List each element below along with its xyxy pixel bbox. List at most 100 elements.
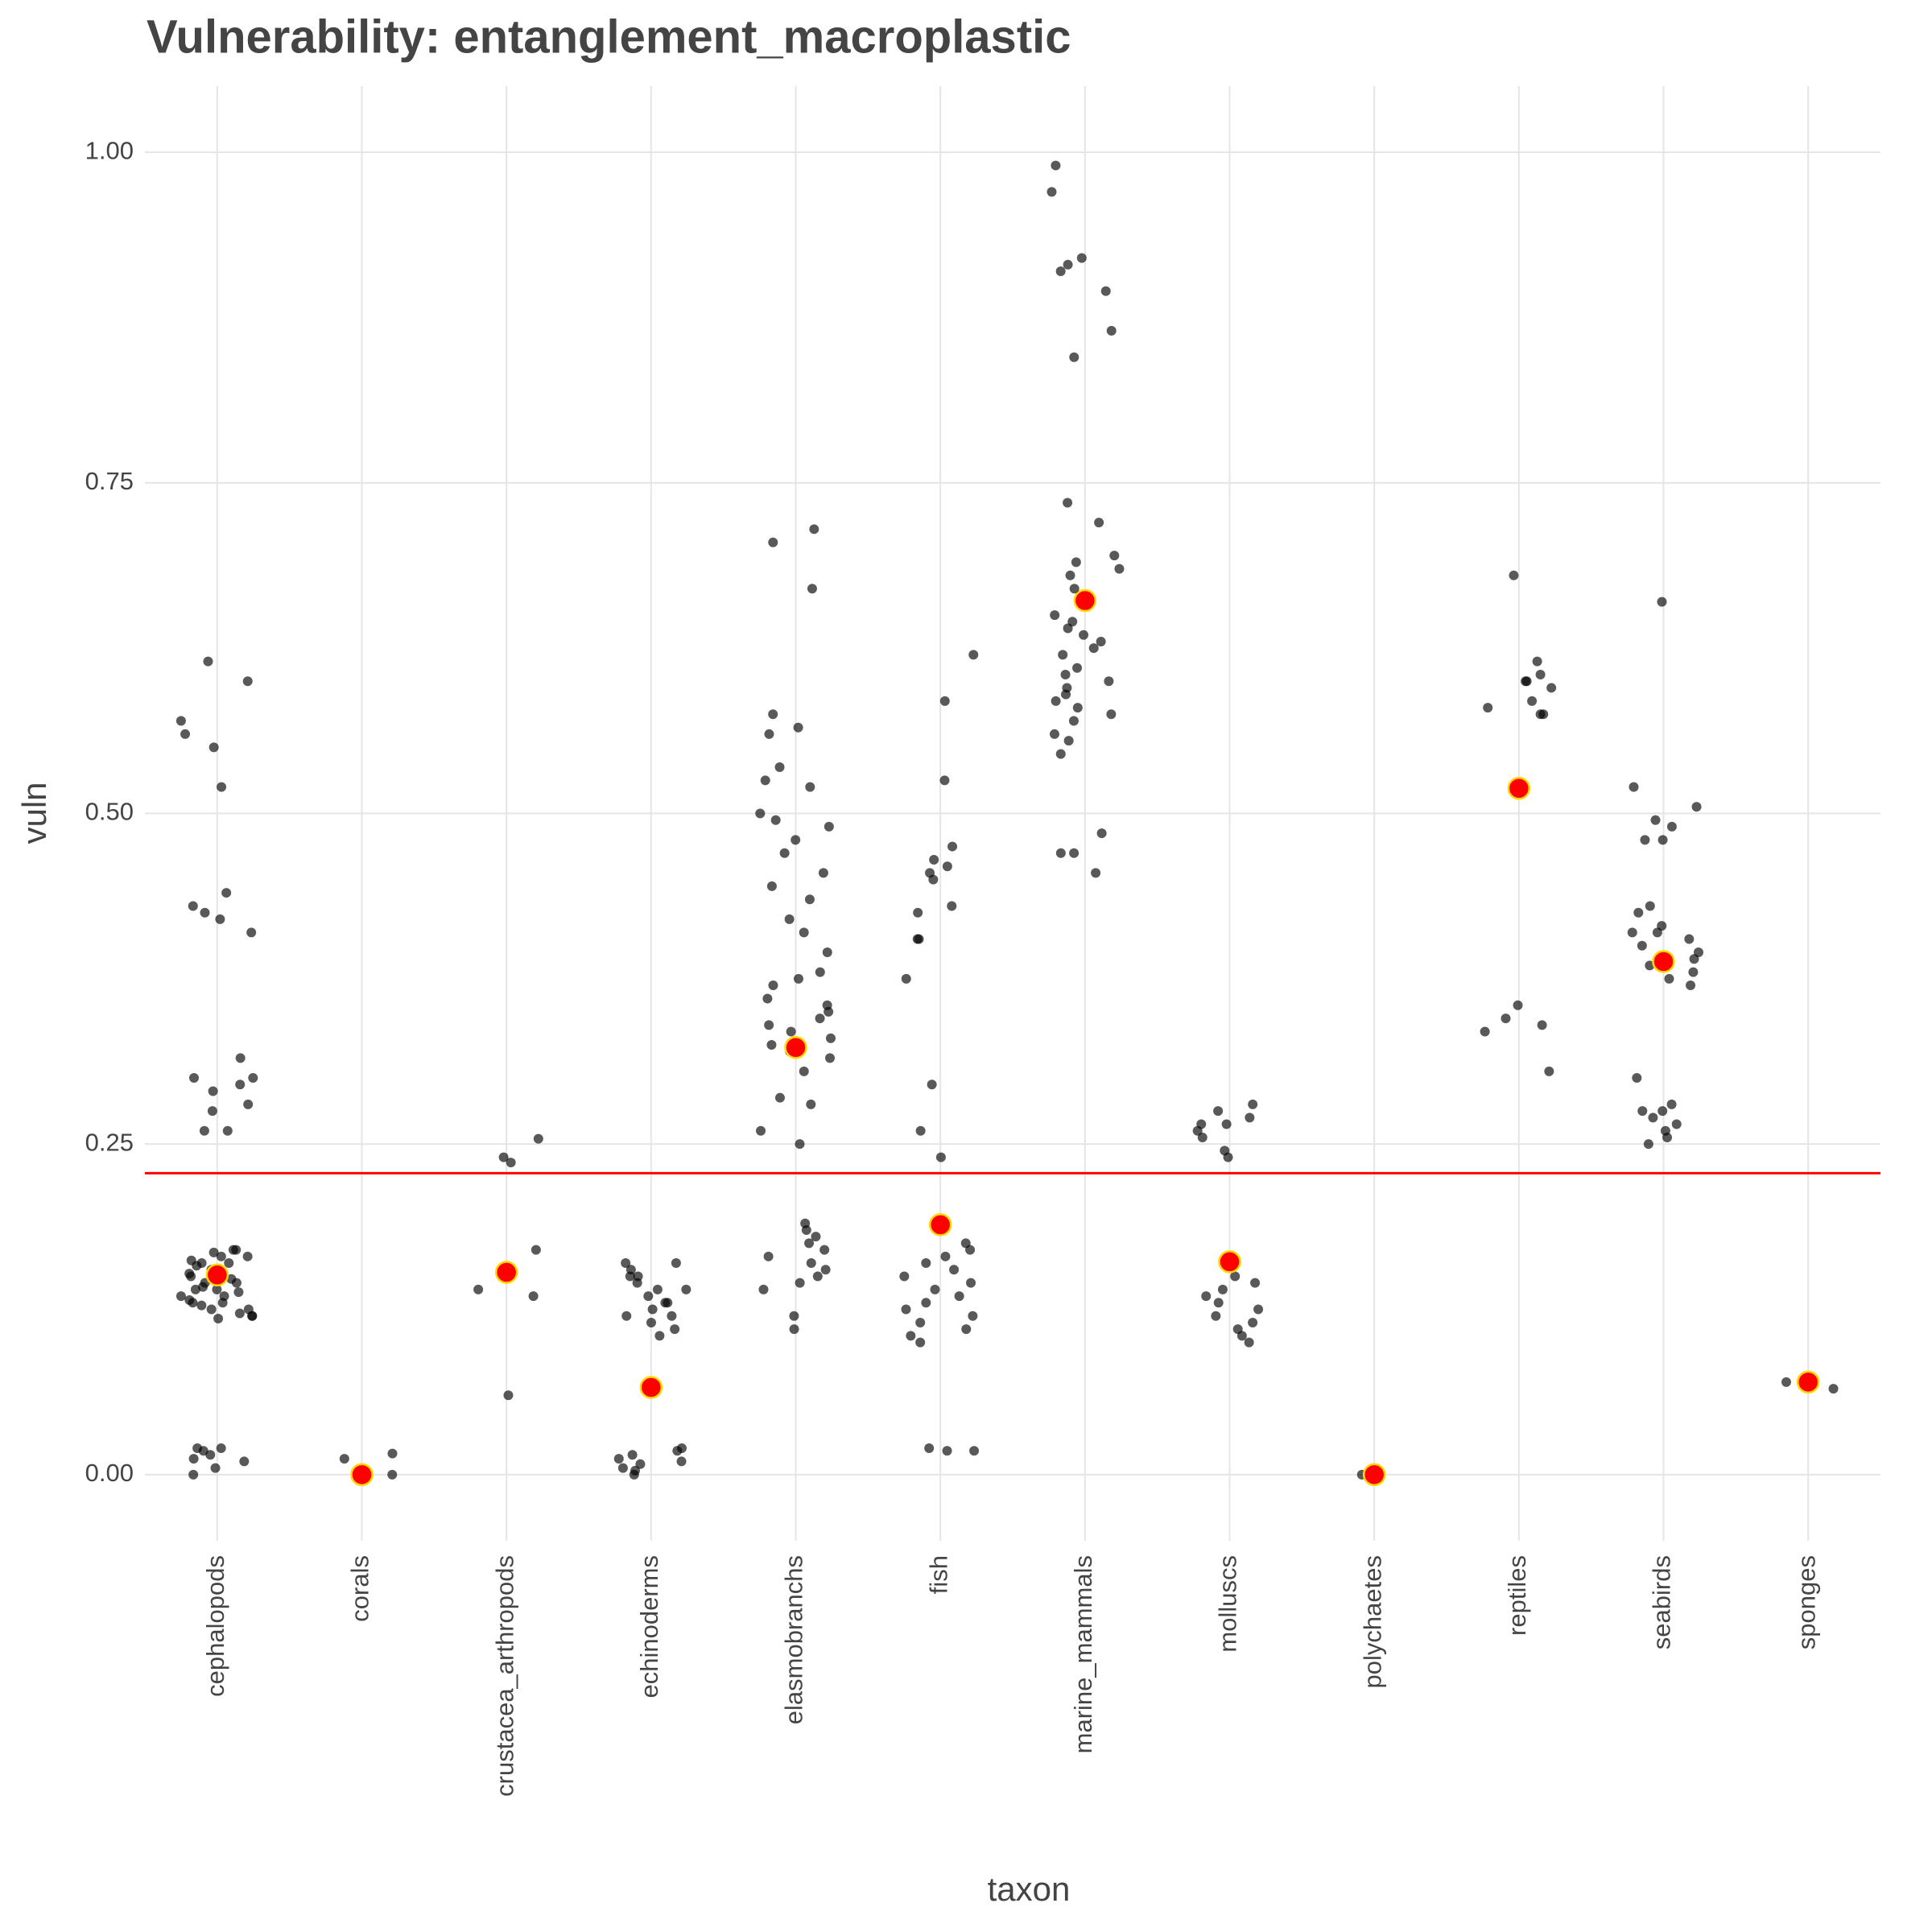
data-point [961,1324,972,1335]
data-point [786,1026,796,1037]
mean-point [1796,1370,1820,1394]
data-point [672,1446,683,1456]
data-point [1055,749,1066,759]
data-point [1648,1113,1658,1123]
data-point [915,1125,926,1136]
data-point [1063,497,1073,508]
y-tick-label: 1.00 [85,136,134,164]
data-point [913,907,923,918]
data-point [1068,716,1079,726]
data-point [825,1053,836,1063]
x-tick-label: sponges [1792,1555,1820,1649]
data-point [806,1099,816,1109]
data-point [799,927,809,938]
data-point [1483,703,1493,713]
mean-point [1218,1250,1241,1274]
data-point [915,1317,926,1327]
data-point [635,1459,646,1469]
data-point [899,1271,910,1282]
data-point [212,1284,222,1294]
mean-point [494,1261,518,1284]
data-point [915,1337,926,1348]
data-point [387,1448,398,1459]
data-point [927,1080,937,1090]
mean-point [1362,1463,1386,1487]
data-point [1046,187,1057,197]
data-point [1055,266,1066,276]
data-point [184,1269,195,1279]
data-point [217,782,227,792]
data-point [1640,835,1650,845]
data-point [1657,835,1668,845]
data-point [1050,610,1060,621]
data-point [1201,1291,1212,1302]
data-point [210,1463,221,1473]
data-point [1104,676,1114,687]
data-point [1069,584,1080,594]
data-point [208,1086,218,1096]
data-point [613,1454,624,1464]
mean-point [1507,777,1531,800]
data-point [901,1304,911,1315]
data-point [652,1284,663,1294]
data-point [969,1446,980,1456]
data-point [1106,325,1117,336]
data-point [766,1039,777,1050]
data-point [1223,1152,1233,1162]
data-point [793,973,803,984]
data-point [928,874,939,885]
data-point [221,888,232,898]
x-tick-label: corals [346,1555,374,1622]
data-point [1072,663,1083,673]
data-point [1521,676,1532,687]
y-tick-label: 0.25 [85,1128,134,1156]
data-point [1245,1113,1255,1123]
data-point [660,1298,671,1308]
data-point [1094,518,1104,528]
y-axis-title: vuln [15,782,53,844]
data-point [533,1133,543,1144]
data-point [198,1282,208,1292]
data-point [806,1258,816,1269]
data-point [1637,1106,1648,1117]
data-point [234,1308,245,1319]
data-point [774,762,785,773]
data-point [681,1284,691,1294]
mean-point [205,1263,229,1287]
data-point [1071,557,1081,568]
data-point [789,1324,799,1335]
data-point [1688,967,1699,977]
data-point [1061,689,1071,700]
data-point [1645,901,1655,911]
data-point [819,1245,830,1255]
data-point [219,1291,229,1302]
data-point [621,1311,632,1321]
data-point [1664,973,1674,984]
data-point [175,1291,186,1302]
data-point [947,901,957,911]
x-tick-label: crustacea_arthropods [490,1555,518,1797]
data-point [1060,670,1071,680]
data-point [818,868,828,878]
data-point [528,1291,539,1302]
chart-title: Vulnerability: entanglement_macroplastic [147,10,1071,63]
data-point [242,1251,253,1261]
data-point [222,1125,233,1136]
data-point [643,1291,654,1302]
data-point [763,1251,774,1261]
data-point [968,1311,978,1321]
data-point [1051,160,1061,171]
data-point [235,1053,246,1063]
data-point [198,1446,208,1456]
data-point [930,1284,940,1294]
mean-point [784,1036,807,1059]
data-point [768,709,778,720]
data-point [954,1291,964,1302]
data-point [942,861,952,872]
data-point [965,1245,976,1255]
data-point [239,1456,250,1467]
data-point [815,1013,825,1024]
data-point [1253,1304,1264,1315]
